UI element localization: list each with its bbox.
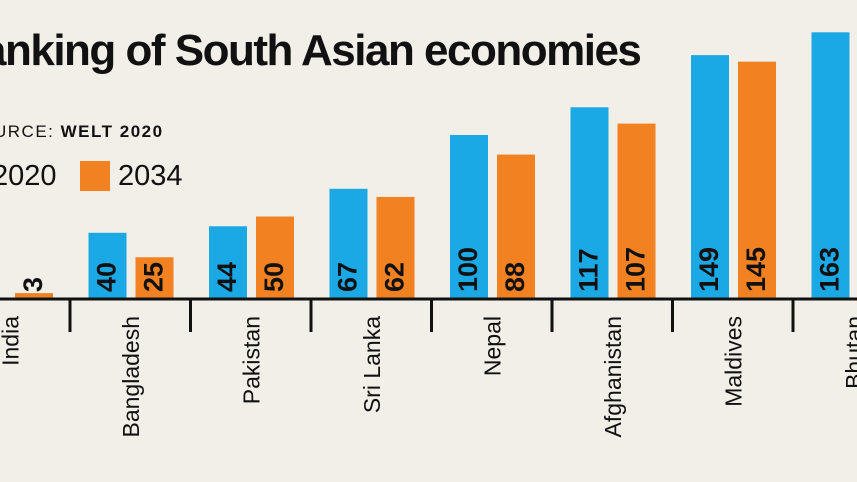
tick-label-afghanistan: Afghanistan	[600, 316, 626, 437]
legend: 2020 2034	[0, 158, 260, 194]
source-note: URCE: WELT 2020	[0, 122, 164, 142]
data-label-bangladesh-2034: 25	[139, 262, 169, 292]
legend-swatch-2034	[80, 161, 110, 191]
bar-sri-lanka-2020	[329, 188, 368, 298]
data-label-afghanistan-2034: 107	[621, 247, 651, 292]
bar-india-2034	[15, 293, 53, 298]
data-label-pakistan-2020: 44	[212, 262, 242, 292]
data-label-bangladesh-2020: 40	[92, 262, 122, 292]
data-label-sri-lanka-2034: 62	[380, 262, 410, 292]
source-value: WELT 2020	[60, 122, 164, 141]
tick-label-nepal: Nepal	[480, 316, 506, 376]
data-label-nepal-2034: 88	[500, 262, 530, 292]
tick-label-sri-lanka: Sri Lanka	[359, 316, 385, 413]
data-label-sri-lanka-2020: 67	[333, 262, 363, 292]
tick-label-india: India	[0, 316, 24, 366]
bar-nepal-2034	[497, 154, 535, 298]
data-label-pakistan-2034: 50	[259, 262, 289, 292]
legend-label-2034: 2034	[118, 159, 183, 192]
tick-label-bangladesh: Bangladesh	[118, 316, 144, 438]
data-label-afghanistan-2020: 117	[574, 248, 604, 292]
chart-title: anking of South Asian economies	[0, 26, 642, 75]
tick-label-bhutan: Bhutan	[841, 316, 857, 389]
tick-label-maldives: Maldives	[721, 316, 747, 407]
bar-nepal-2020	[450, 135, 488, 298]
legend-item-2020: 2020	[0, 158, 57, 194]
tick-label-pakistan: Pakistan	[239, 316, 265, 404]
bar-sri-lanka-2034	[376, 196, 415, 298]
data-label-maldives-2020: 149	[694, 247, 724, 292]
data-label-bhutan-2020: 163	[815, 247, 845, 292]
bar-afghanistan-2034	[617, 123, 656, 298]
bar-pakistan-2034	[256, 216, 294, 298]
bar-bangladesh-2034	[135, 257, 174, 298]
bar-pakistan-2020	[209, 226, 247, 298]
bar-maldives-2034	[738, 61, 776, 299]
bar-maldives-2020	[691, 55, 729, 298]
data-label-nepal-2020: 100	[453, 247, 483, 292]
bar-afghanistan-2020	[570, 107, 609, 298]
bar-bangladesh-2020	[88, 232, 127, 298]
legend-item-2034: 2034	[80, 158, 183, 194]
legend-label-2020: 2020	[0, 159, 57, 192]
data-label-india-2034: 3	[18, 277, 48, 292]
source-label: URCE:	[0, 122, 55, 141]
data-label-maldives-2034: 145	[741, 247, 771, 292]
bar-bhutan-2020	[811, 32, 850, 299]
